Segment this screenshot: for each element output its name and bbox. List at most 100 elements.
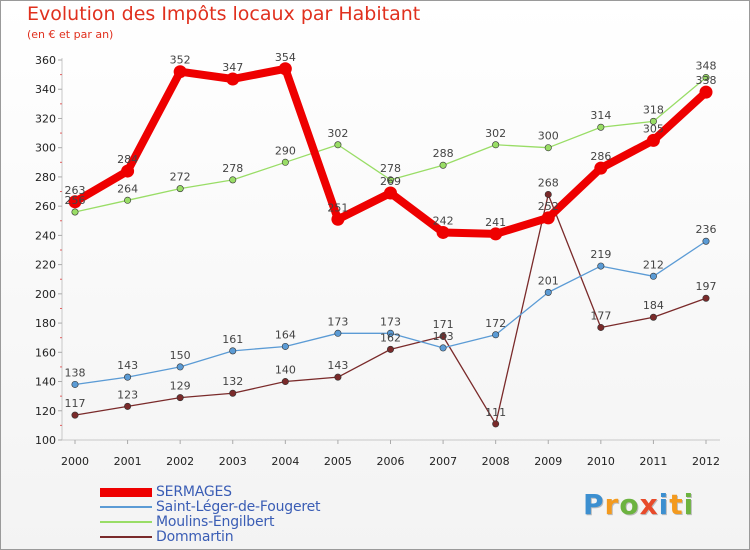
data-point	[594, 161, 608, 175]
data-label: 268	[538, 176, 559, 189]
data-point	[439, 344, 447, 352]
logo-letter: i	[683, 488, 695, 521]
data-point	[229, 389, 237, 397]
data-label: 236	[696, 223, 717, 236]
data-point	[439, 332, 447, 340]
data-point	[386, 329, 394, 337]
data-label: 347	[222, 61, 243, 74]
data-point	[334, 373, 342, 381]
data-point	[281, 158, 289, 166]
data-label: 212	[643, 258, 664, 271]
data-point	[71, 411, 79, 419]
data-label: 163	[433, 330, 454, 343]
data-point	[121, 164, 135, 178]
legend-swatch	[100, 521, 152, 523]
x-tick-label: 2011	[639, 455, 667, 468]
data-label: 143	[327, 359, 348, 372]
legend-label: SERMAGES	[156, 484, 232, 500]
y-tick-label: 200	[35, 288, 56, 301]
logo-letter: t	[669, 488, 684, 521]
data-point	[226, 72, 240, 86]
series-line-saint-l-ger-de-fougeret	[74, 240, 707, 386]
x-tick-label: 2007	[429, 455, 457, 468]
data-label: 164	[275, 328, 296, 341]
data-label: 302	[327, 127, 348, 140]
y-tick-label: 300	[35, 142, 56, 155]
data-point	[71, 208, 79, 216]
legend-swatch	[100, 487, 152, 497]
data-point	[699, 85, 713, 99]
data-point	[489, 227, 503, 241]
x-tick-label: 2006	[377, 455, 405, 468]
data-point	[334, 329, 342, 337]
proxiti-logo: Proxiti	[583, 488, 694, 521]
data-point	[229, 176, 237, 184]
data-point	[436, 225, 450, 239]
legend-entry: Saint-Léger-de-Fougeret	[100, 499, 321, 515]
data-label: 286	[590, 150, 611, 163]
data-label: 117	[65, 397, 86, 410]
x-tick-label: 2012	[692, 455, 720, 468]
data-point	[334, 141, 342, 149]
legend-swatch	[100, 536, 152, 538]
data-point	[649, 117, 657, 125]
x-tick-label: 2010	[587, 455, 615, 468]
data-point	[384, 186, 397, 200]
series-line-sermages	[71, 64, 710, 238]
data-label: 177	[590, 309, 611, 322]
data-label: 263	[65, 184, 86, 197]
data-point	[544, 190, 552, 198]
data-label: 290	[275, 144, 296, 157]
data-label: 129	[170, 380, 191, 393]
data-label: 278	[222, 162, 243, 175]
data-label: 173	[327, 315, 348, 328]
data-label: 338	[696, 74, 717, 87]
legend-entry: Dommartin	[100, 529, 234, 545]
y-tick-label: 260	[35, 200, 56, 213]
data-label: 352	[170, 54, 191, 67]
y-tick-label: 160	[35, 346, 56, 359]
data-point	[173, 65, 187, 79]
data-label: 252	[538, 200, 559, 213]
data-point	[492, 141, 500, 149]
data-label: 123	[117, 388, 138, 401]
legend-entry: Moulins-Engilbert	[100, 514, 274, 530]
data-label: 348	[696, 60, 717, 73]
data-label: 219	[590, 248, 611, 261]
data-label: 241	[485, 216, 506, 229]
data-point	[229, 347, 237, 355]
legend-label: Dommartin	[156, 529, 234, 545]
logo-letter: x	[639, 488, 659, 521]
x-tick-label: 2001	[114, 455, 142, 468]
data-point	[331, 212, 345, 226]
data-point	[649, 272, 657, 280]
data-label: 251	[327, 201, 348, 214]
data-label: 201	[538, 274, 559, 287]
logo-letter: P	[583, 488, 605, 521]
chart-subtitle: (en € et par an)	[27, 28, 114, 41]
data-point	[176, 363, 184, 371]
data-label: 302	[485, 127, 506, 140]
data-point	[176, 394, 184, 402]
data-label: 314	[590, 109, 611, 122]
y-tick-label: 120	[35, 405, 56, 418]
x-tick-label: 2002	[166, 455, 194, 468]
data-label: 173	[380, 315, 401, 328]
data-point	[386, 345, 394, 353]
data-label: 150	[170, 349, 191, 362]
data-label: 171	[433, 318, 454, 331]
x-tick-label: 2008	[482, 455, 510, 468]
data-point	[492, 420, 500, 428]
data-point	[386, 176, 394, 184]
data-label: 172	[485, 317, 506, 330]
y-tick-label: 280	[35, 171, 56, 184]
y-tick-label: 320	[35, 112, 56, 125]
data-point	[124, 402, 132, 410]
data-label: 184	[643, 299, 664, 312]
data-point	[544, 288, 552, 296]
data-point	[281, 378, 289, 386]
data-point	[702, 74, 710, 82]
x-tick-label: 2005	[324, 455, 352, 468]
data-label: 288	[433, 147, 454, 160]
